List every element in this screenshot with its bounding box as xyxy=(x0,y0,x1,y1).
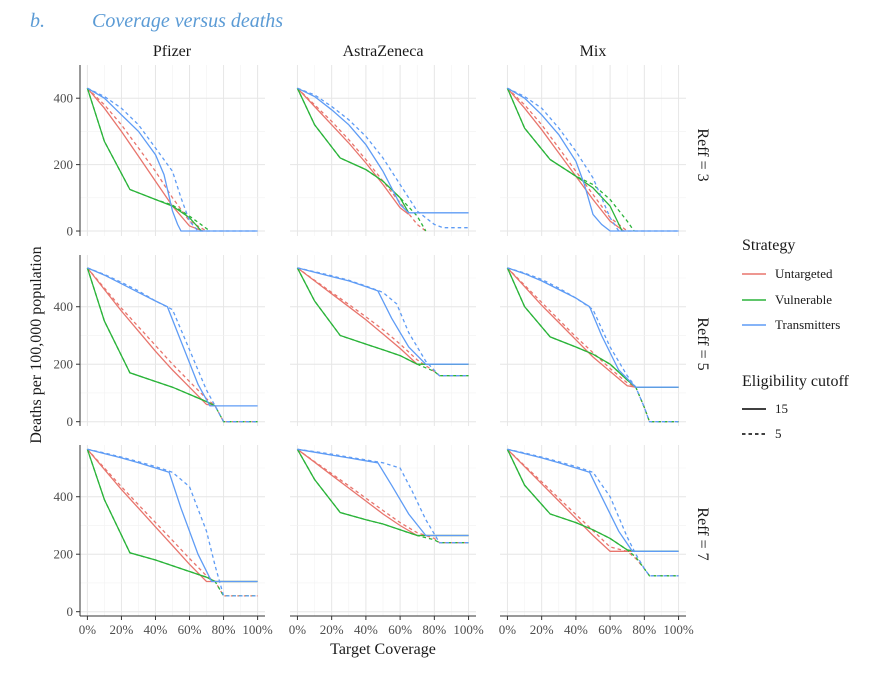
series-line-transmitters-cutoff-5 xyxy=(87,87,258,232)
legend-label-5: 5 xyxy=(775,426,782,441)
facet-label-pfizer: Pfizer xyxy=(153,43,192,60)
y-tick-label: 400 xyxy=(54,91,74,106)
facet-label-reff-7: Reff = 7 xyxy=(694,507,711,560)
series-line-untargeted-cutoff-15 xyxy=(86,267,216,407)
series-line-transmitters-cutoff-5 xyxy=(297,448,469,544)
series-line-untargeted-cutoff-5 xyxy=(506,87,628,232)
facet-label-astrazeneca: AstraZeneca xyxy=(343,43,424,60)
series-line-vulnerable-cutoff-5 xyxy=(296,448,469,544)
legend-strategy-title: Strategy xyxy=(742,237,795,254)
y-tick-label: 0 xyxy=(67,414,74,429)
y-tick-label: 200 xyxy=(54,157,74,172)
x-tick-label: 100% xyxy=(242,622,273,637)
series-line-vulnerable-cutoff-15 xyxy=(506,87,623,232)
x-tick-label: 20% xyxy=(110,622,134,637)
x-tick-label: 80% xyxy=(632,622,656,637)
panel-pfizer-reff-3: 0 200 400 xyxy=(54,65,265,239)
panel-mix-reff-5 xyxy=(500,255,686,426)
panel-astrazeneca-reff-3 xyxy=(290,65,476,236)
legend-label-untargeted: Untargeted xyxy=(775,266,833,281)
x-tick-label: 80% xyxy=(212,622,236,637)
series-line-transmitters-cutoff-5 xyxy=(507,87,679,232)
x-tick-label: 20% xyxy=(320,622,344,637)
series-line-untargeted-cutoff-15 xyxy=(506,267,679,388)
series-line-vulnerable-cutoff-5 xyxy=(506,87,635,232)
series-line-untargeted-cutoff-5 xyxy=(506,267,679,423)
series-line-vulnerable-cutoff-5 xyxy=(86,449,258,597)
panel-astrazeneca-reff-7: 0% 20% 40% 60% 80% 100% xyxy=(289,445,484,637)
panel-mix-reff-3 xyxy=(500,65,686,236)
series-line-transmitters-cutoff-15 xyxy=(297,87,469,214)
x-tick-label: 0% xyxy=(499,622,517,637)
legend-label-transmitters: Transmitters xyxy=(775,317,840,332)
series-line-transmitters-cutoff-15 xyxy=(507,267,679,388)
series-line-untargeted-cutoff-5 xyxy=(86,87,207,232)
series-line-untargeted-cutoff-15 xyxy=(506,87,625,232)
series-line-transmitters-cutoff-15 xyxy=(87,448,258,583)
x-tick-label: 60% xyxy=(178,622,202,637)
series-line-transmitters-cutoff-5 xyxy=(87,448,258,597)
series-line-untargeted-cutoff-15 xyxy=(86,448,258,583)
series-line-untargeted-cutoff-5 xyxy=(297,448,469,544)
series-line-untargeted-cutoff-5 xyxy=(86,448,258,597)
y-tick-label: 200 xyxy=(54,357,74,372)
x-tick-label: 100% xyxy=(663,622,694,637)
facet-label-reff-3: Reff = 3 xyxy=(694,128,711,181)
x-axis-label: Target Coverage xyxy=(330,641,436,658)
series-line-transmitters-cutoff-15 xyxy=(297,448,469,537)
x-tick-label: 60% xyxy=(388,622,412,637)
series-line-transmitters-cutoff-15 xyxy=(507,448,679,552)
figure-title: Coverage versus deaths xyxy=(92,10,283,32)
legend-cutoff-title: Eligibility cutoff xyxy=(742,373,849,390)
figure-label: b. xyxy=(30,10,45,32)
x-tick-label: 40% xyxy=(564,622,588,637)
x-tick-label: 0% xyxy=(289,622,307,637)
series-line-untargeted-cutoff-15 xyxy=(86,87,204,232)
series-line-vulnerable-cutoff-5 xyxy=(506,449,679,577)
panel-mix-reff-7: 0% 20% 40% 60% 80% 100% xyxy=(499,445,694,637)
series-line-untargeted-cutoff-15 xyxy=(296,87,410,215)
series-line-transmitters-cutoff-5 xyxy=(297,267,469,377)
x-tick-label: 80% xyxy=(422,622,446,637)
y-tick-label: 400 xyxy=(54,299,74,314)
x-tick-label: 20% xyxy=(530,622,554,637)
x-tick-label: 40% xyxy=(354,622,378,637)
facet-label-mix: Mix xyxy=(580,43,607,60)
series-line-untargeted-cutoff-5 xyxy=(296,87,427,232)
y-tick-label: 200 xyxy=(54,547,74,562)
series-line-vulnerable-cutoff-5 xyxy=(296,267,469,377)
y-axis-label: Deaths per 100,000 population xyxy=(28,246,45,443)
series-line-transmitters-cutoff-5 xyxy=(297,87,469,229)
series-line-transmitters-cutoff-15 xyxy=(87,87,258,232)
facet-label-reff-5: Reff = 5 xyxy=(694,317,711,370)
legend-label-15: 15 xyxy=(775,401,788,416)
series-line-transmitters-cutoff-15 xyxy=(507,87,679,232)
panel-pfizer-reff-7: 0 200 400 0% 20% 40% 60% 80% 100% xyxy=(54,445,273,637)
series-line-transmitters-cutoff-5 xyxy=(507,267,679,423)
series-line-vulnerable-cutoff-15 xyxy=(86,267,216,407)
series-line-vulnerable-cutoff-5 xyxy=(86,267,258,423)
series-line-vulnerable-cutoff-5 xyxy=(86,88,211,232)
y-tick-label: 0 xyxy=(67,604,74,619)
series-line-vulnerable-cutoff-5 xyxy=(506,267,679,423)
series-line-untargeted-cutoff-5 xyxy=(297,267,469,377)
series-line-transmitters-cutoff-15 xyxy=(87,267,258,407)
panel-astrazeneca-reff-5 xyxy=(290,255,476,426)
x-tick-label: 60% xyxy=(598,622,622,637)
x-tick-label: 0% xyxy=(79,622,97,637)
y-tick-label: 0 xyxy=(67,224,74,239)
x-tick-label: 40% xyxy=(144,622,168,637)
legend-label-vulnerable: Vulnerable xyxy=(775,292,832,307)
panel-pfizer-reff-5: 0 200 400 xyxy=(54,255,265,429)
x-tick-label: 100% xyxy=(453,622,484,637)
y-tick-label: 400 xyxy=(54,489,74,504)
legend: Strategy Untargeted Vulnerable Transmitt… xyxy=(742,237,849,441)
